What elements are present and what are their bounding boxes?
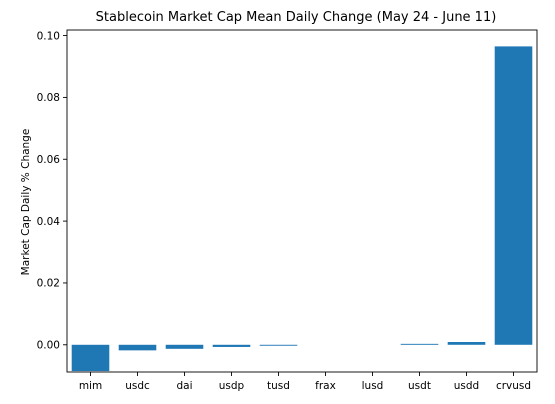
x-tick-label: lusd <box>362 380 384 392</box>
y-axis-label: Market Cap Daily % Change <box>20 129 32 276</box>
y-tick-label: 0.00 <box>37 340 60 352</box>
bar-usdc <box>118 344 157 351</box>
y-ticks-group: 0.00 0.02 0.04 0.06 0.08 0.10 <box>37 30 67 352</box>
plot-frame <box>66 29 538 373</box>
x-ticks-group: mim usdc dai usdp tusd frax lusd usdt usdd crvusd <box>79 372 531 392</box>
bar-tusd <box>259 344 298 346</box>
x-tick-label: usdc <box>125 380 150 392</box>
x-tick-label: tusd <box>267 380 290 392</box>
bar-usdp <box>212 344 251 347</box>
x-tick-label: mim <box>79 380 102 392</box>
y-tick-label: 0.10 <box>37 30 60 42</box>
x-tick-label: frax <box>315 380 336 392</box>
y-tick-label: 0.02 <box>37 278 60 290</box>
bar-mim <box>71 344 110 372</box>
x-tick-label: usdt <box>408 380 431 392</box>
bar-usdd <box>447 342 486 345</box>
chart-title: Stablecoin Market Cap Mean Daily Change … <box>96 10 497 25</box>
bar-dai <box>165 344 204 349</box>
y-tick-label: 0.08 <box>37 92 60 104</box>
x-tick-label: crvusd <box>496 380 531 392</box>
x-tick-label: usdp <box>219 380 245 392</box>
bar-usdt <box>400 343 439 345</box>
y-tick-label: 0.06 <box>37 154 61 166</box>
bar-crvusd <box>494 46 533 345</box>
y-tick-label: 0.04 <box>37 216 61 228</box>
bars-group <box>71 46 533 372</box>
x-tick-label: dai <box>176 380 192 392</box>
x-tick-label: usdd <box>454 380 479 392</box>
